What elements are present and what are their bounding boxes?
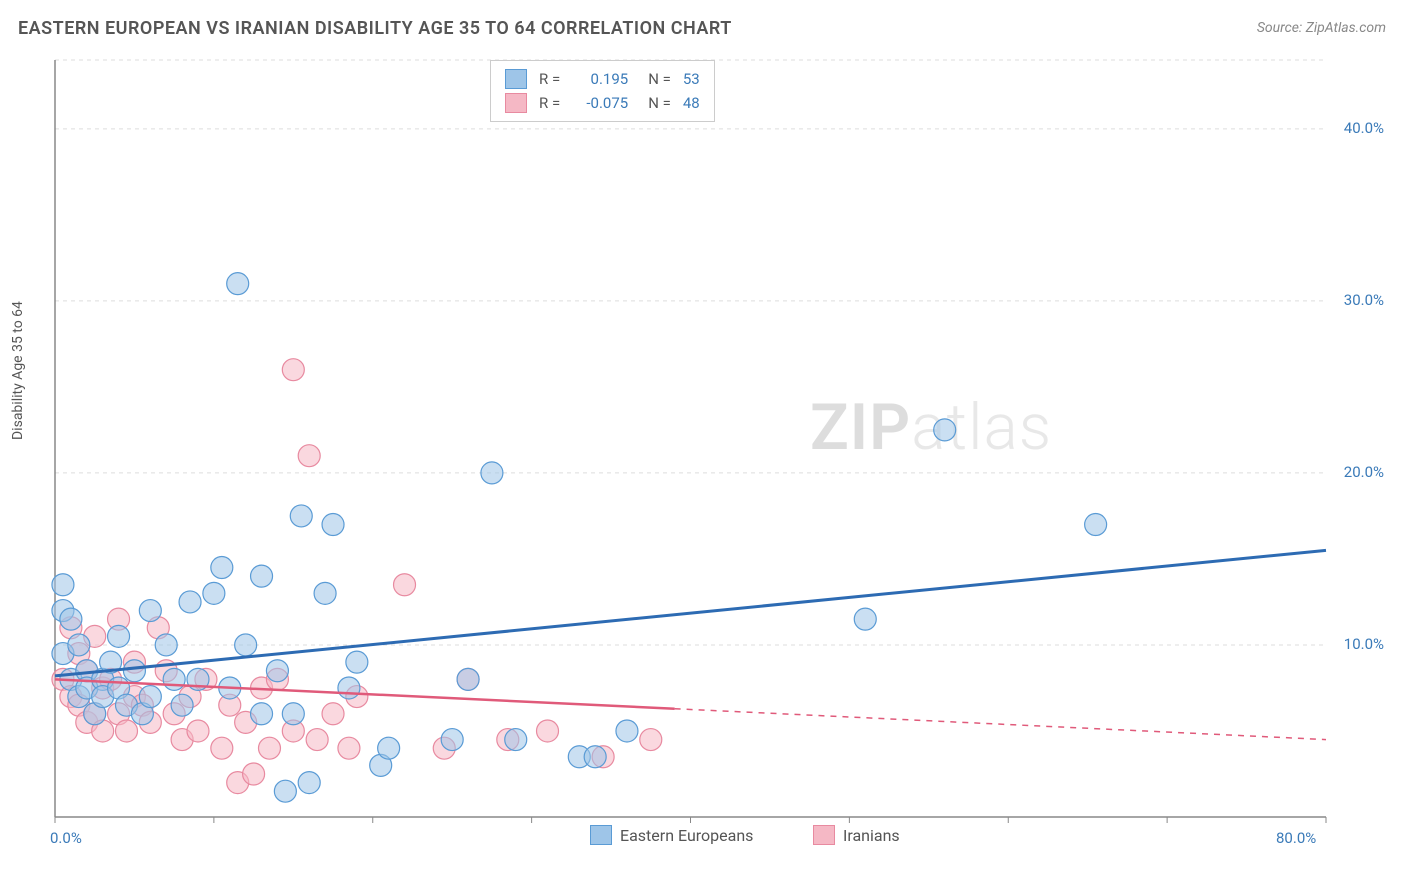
stats-legend-row: R = 0.195 N = 53 <box>505 67 700 91</box>
r-value: -0.075 <box>568 94 628 112</box>
x-tick-label: 0.0% <box>50 829 82 847</box>
y-tick-label: 40.0% <box>1344 119 1384 137</box>
r-label: R = <box>539 94 560 112</box>
r-value: 0.195 <box>568 70 628 88</box>
n-label: N = <box>648 70 671 88</box>
stats-legend-row: R = -0.075 N = 48 <box>505 91 700 115</box>
legend-swatch <box>813 825 835 845</box>
n-label: N = <box>648 94 671 112</box>
y-tick-label: 10.0% <box>1344 635 1384 653</box>
legend-label: Eastern Europeans <box>620 826 753 845</box>
bottom-legend-item: Eastern Europeans <box>590 825 753 845</box>
stats-legend: R = 0.195 N = 53 R = -0.075 N = 48 <box>490 60 715 122</box>
n-value: 53 <box>683 70 700 88</box>
legend-label: Iranians <box>843 826 900 845</box>
chart-title: EASTERN EUROPEAN VS IRANIAN DISABILITY A… <box>18 18 732 39</box>
bottom-legend-item: Iranians <box>813 825 900 845</box>
n-value: 48 <box>683 94 700 112</box>
legend-swatch <box>590 825 612 845</box>
source-attribution: Source: ZipAtlas.com <box>1257 20 1386 36</box>
y-tick-label: 30.0% <box>1344 291 1384 309</box>
y-tick-label: 20.0% <box>1344 463 1384 481</box>
legend-swatch <box>505 93 527 113</box>
legend-swatch <box>505 69 527 89</box>
chart-container: { "title": "EASTERN EUROPEAN VS IRANIAN … <box>0 0 1406 892</box>
y-axis-label: Disability Age 35 to 64 <box>10 301 26 440</box>
x-tick-label: 80.0% <box>1276 829 1316 847</box>
r-label: R = <box>539 70 560 88</box>
scatter-plot <box>50 55 1386 852</box>
